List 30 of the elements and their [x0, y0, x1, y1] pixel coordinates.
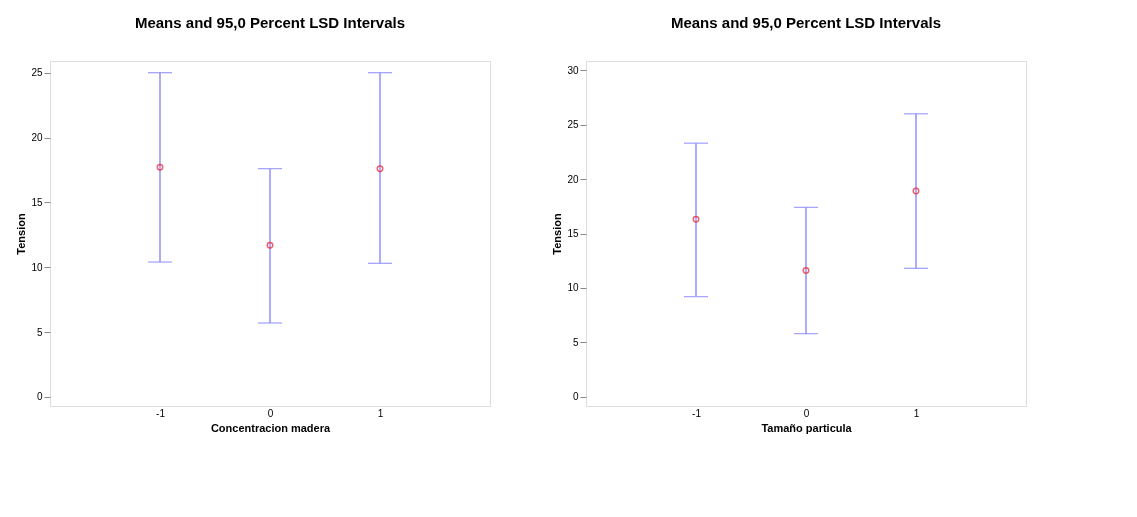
y-tick-label: 15 [567, 228, 579, 239]
x-tick-label: 1 [377, 407, 384, 419]
point [266, 241, 274, 249]
y-tick-label: 25 [31, 67, 43, 79]
y-tick-label: 20 [567, 173, 579, 185]
x-axis-title: Concentracion madera [210, 421, 331, 434]
y-tick-label: 0 [572, 391, 579, 403]
x-tick-label: 1 [913, 407, 920, 419]
x-tick-label: -1 [692, 407, 702, 419]
x-axis-title: Tamaño particula [761, 421, 853, 434]
y-tick-label: 25 [567, 119, 579, 131]
y-tick-label: 20 [31, 132, 43, 144]
point [156, 163, 164, 171]
y-axis-title: Tension [551, 213, 564, 255]
point [692, 215, 700, 223]
y-axis-title: Tension [15, 213, 28, 255]
point [802, 267, 810, 274]
y-tick-label: 0 [36, 391, 43, 403]
x-tick-label: -1 [156, 407, 166, 419]
x-tick-label: 0 [803, 407, 810, 419]
point [376, 165, 384, 173]
y-tick-label: 15 [31, 196, 43, 208]
chart-title: Means and 95,0 Percent LSD Intervals [134, 14, 406, 31]
chart-title: Means and 95,0 Percent LSD Intervals [670, 14, 942, 31]
y-tick-label: 10 [31, 261, 43, 273]
y-tick-label: 10 [567, 282, 579, 294]
y-tick-label: 30 [567, 64, 579, 76]
x-tick-label: 0 [267, 407, 274, 419]
y-tick-label: 5 [36, 326, 43, 338]
y-tick-label: 5 [572, 336, 579, 348]
